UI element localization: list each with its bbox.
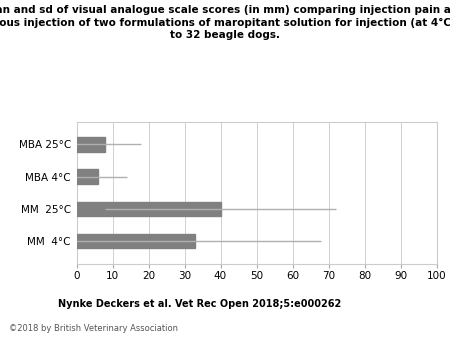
Bar [76, 169, 98, 184]
Text: ©2018 by British Veterinary Association: ©2018 by British Veterinary Association [9, 324, 178, 333]
Bar [76, 234, 195, 248]
Bar [76, 201, 220, 216]
Bar [76, 137, 105, 151]
Text: Mean and sd of visual analogue scale scores (in mm) comparing injection pain aft: Mean and sd of visual analogue scale sco… [0, 5, 450, 40]
Text: Nynke Deckers et al. Vet Rec Open 2018;5:e000262: Nynke Deckers et al. Vet Rec Open 2018;5… [58, 299, 342, 309]
